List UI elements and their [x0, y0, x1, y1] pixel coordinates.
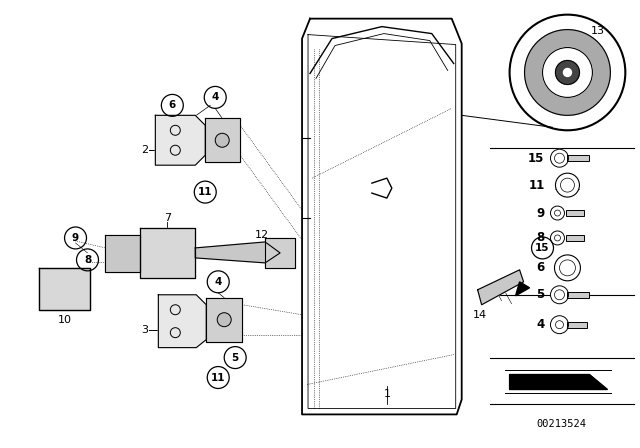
Text: 9: 9	[72, 233, 79, 243]
Text: 4: 4	[536, 318, 545, 331]
FancyBboxPatch shape	[566, 235, 584, 241]
Text: 15: 15	[528, 152, 545, 165]
Text: 1: 1	[383, 389, 390, 400]
Text: 5: 5	[536, 288, 545, 301]
Circle shape	[556, 60, 579, 84]
Circle shape	[550, 316, 568, 334]
Circle shape	[543, 47, 593, 97]
Polygon shape	[158, 295, 206, 348]
FancyBboxPatch shape	[566, 210, 584, 216]
Text: 6: 6	[169, 100, 176, 110]
Text: 11: 11	[528, 179, 545, 192]
Text: 7: 7	[164, 213, 171, 223]
Polygon shape	[302, 19, 461, 414]
Circle shape	[556, 173, 579, 197]
Text: 11: 11	[198, 187, 212, 197]
Circle shape	[554, 255, 580, 281]
Polygon shape	[156, 115, 205, 165]
Circle shape	[550, 231, 564, 245]
Text: 4: 4	[214, 277, 222, 287]
Circle shape	[550, 206, 564, 220]
Text: 14: 14	[472, 310, 486, 320]
Polygon shape	[265, 238, 295, 268]
Polygon shape	[509, 375, 607, 389]
Polygon shape	[140, 228, 195, 278]
FancyBboxPatch shape	[568, 155, 589, 161]
Text: 8: 8	[536, 232, 545, 245]
Circle shape	[509, 15, 625, 130]
Text: 5: 5	[232, 353, 239, 362]
Text: 12: 12	[255, 230, 269, 240]
Polygon shape	[38, 268, 90, 310]
Text: 10: 10	[58, 314, 72, 325]
Text: 3: 3	[141, 325, 148, 335]
Text: 9: 9	[536, 207, 545, 220]
Text: 6: 6	[536, 261, 545, 274]
Polygon shape	[106, 235, 140, 272]
Text: 11: 11	[211, 373, 225, 383]
Circle shape	[550, 149, 568, 167]
Text: 00213524: 00213524	[536, 419, 586, 429]
Circle shape	[215, 134, 229, 147]
Polygon shape	[516, 282, 529, 296]
Polygon shape	[195, 242, 280, 263]
Text: 15: 15	[535, 243, 550, 253]
Text: 2: 2	[141, 145, 148, 155]
Polygon shape	[206, 298, 242, 342]
Circle shape	[525, 30, 611, 115]
Text: 4: 4	[212, 92, 219, 103]
Circle shape	[217, 313, 231, 327]
Polygon shape	[205, 118, 240, 162]
FancyBboxPatch shape	[568, 292, 589, 298]
FancyBboxPatch shape	[568, 322, 588, 327]
Circle shape	[563, 69, 572, 77]
Text: 13: 13	[590, 26, 604, 35]
Circle shape	[550, 286, 568, 304]
Text: 8: 8	[84, 255, 91, 265]
Polygon shape	[477, 270, 524, 305]
